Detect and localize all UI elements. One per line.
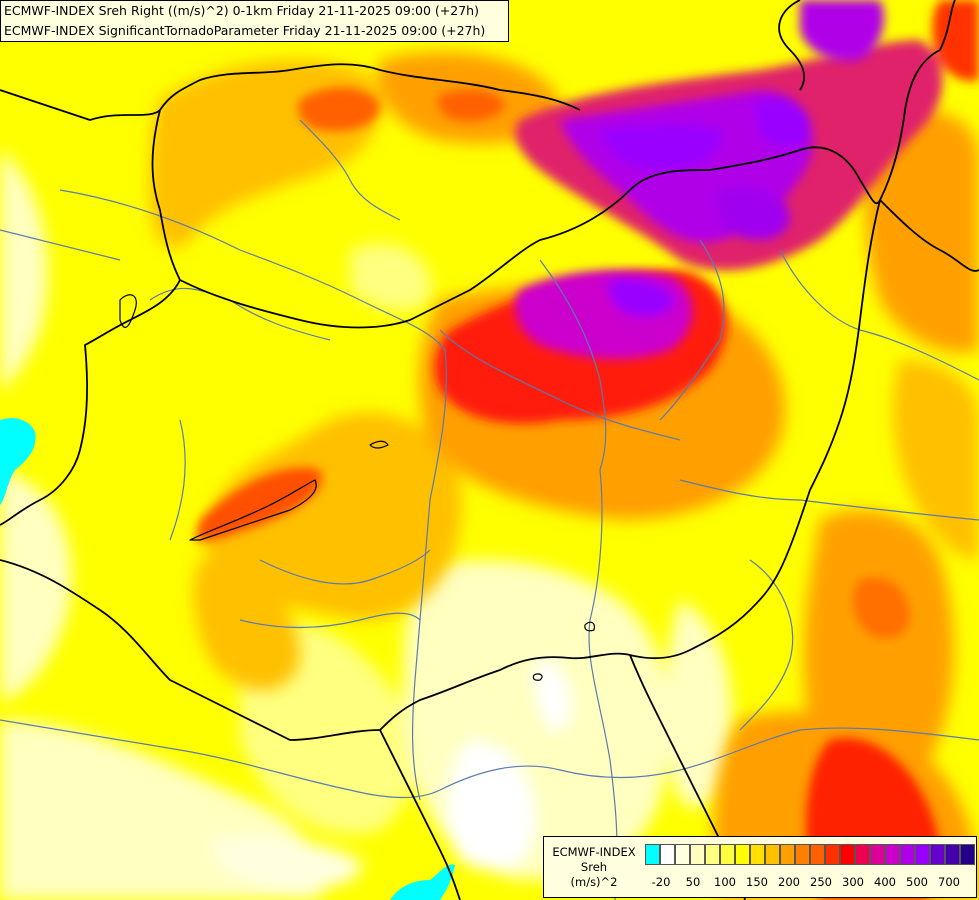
legend-tick-label: 250: [810, 875, 832, 889]
field-extreme-values: [515, 0, 884, 360]
legend-swatch: [810, 844, 825, 865]
legend-swatch: [960, 844, 975, 865]
legend-swatch: [855, 844, 870, 865]
legend-variable: Sreh: [580, 860, 608, 874]
legend-swatch: [900, 844, 915, 865]
legend-swatch: [705, 844, 720, 865]
legend-tick-label: -20: [651, 875, 671, 889]
legend-label: ECMWF-INDEX Sreh (m/s)^2: [548, 845, 640, 890]
legend-swatch: [645, 844, 660, 865]
legend-swatch: [885, 844, 900, 865]
legend-tick-label: 200: [778, 875, 800, 889]
legend-swatch: [765, 844, 780, 865]
legend-tick-label: 300: [842, 875, 864, 889]
field-negative-values: [0, 418, 455, 900]
legend-swatch: [825, 844, 840, 865]
field-low-values: [0, 150, 733, 900]
legend-swatches: [645, 844, 975, 865]
legend-tick-label: 150: [746, 875, 768, 889]
legend-tick-label: 100: [714, 875, 736, 889]
color-legend: ECMWF-INDEX Sreh (m/s)^2 -20 50 100 150 200 2…: [543, 836, 977, 898]
map-title-line-2: ECMWF-INDEX SignificantTornadoParameter …: [4, 23, 486, 38]
legend-swatch: [840, 844, 855, 865]
legend-tick-label: 400: [874, 875, 896, 889]
legend-swatch: [720, 844, 735, 865]
legend-swatch: [915, 844, 930, 865]
legend-unit: (m/s)^2: [570, 875, 618, 889]
rivers: [0, 119, 979, 900]
legend-swatch: [795, 844, 810, 865]
map-title-line-1: ECMWF-INDEX Sreh Right ((m/s)^2) 0-1km F…: [4, 3, 479, 18]
map-title-box: ECMWF-INDEX Sreh Right ((m/s)^2) 0-1km F…: [0, 0, 509, 42]
legend-swatch: [780, 844, 795, 865]
legend-ticks: -20 50 100 150 200 250 300 400 500 700: [645, 875, 975, 891]
legend-swatch: [690, 844, 705, 865]
legend-swatch: [735, 844, 750, 865]
legend-swatch: [660, 844, 675, 865]
legend-tick-label: 700: [938, 875, 960, 889]
legend-title: ECMWF-INDEX: [552, 845, 636, 859]
legend-tick-label: 50: [685, 875, 701, 889]
legend-swatch: [870, 844, 885, 865]
legend-tick-label: 500: [906, 875, 928, 889]
legend-swatch: [750, 844, 765, 865]
legend-swatch: [930, 844, 945, 865]
legend-swatch: [945, 844, 960, 865]
legend-swatch: [675, 844, 690, 865]
